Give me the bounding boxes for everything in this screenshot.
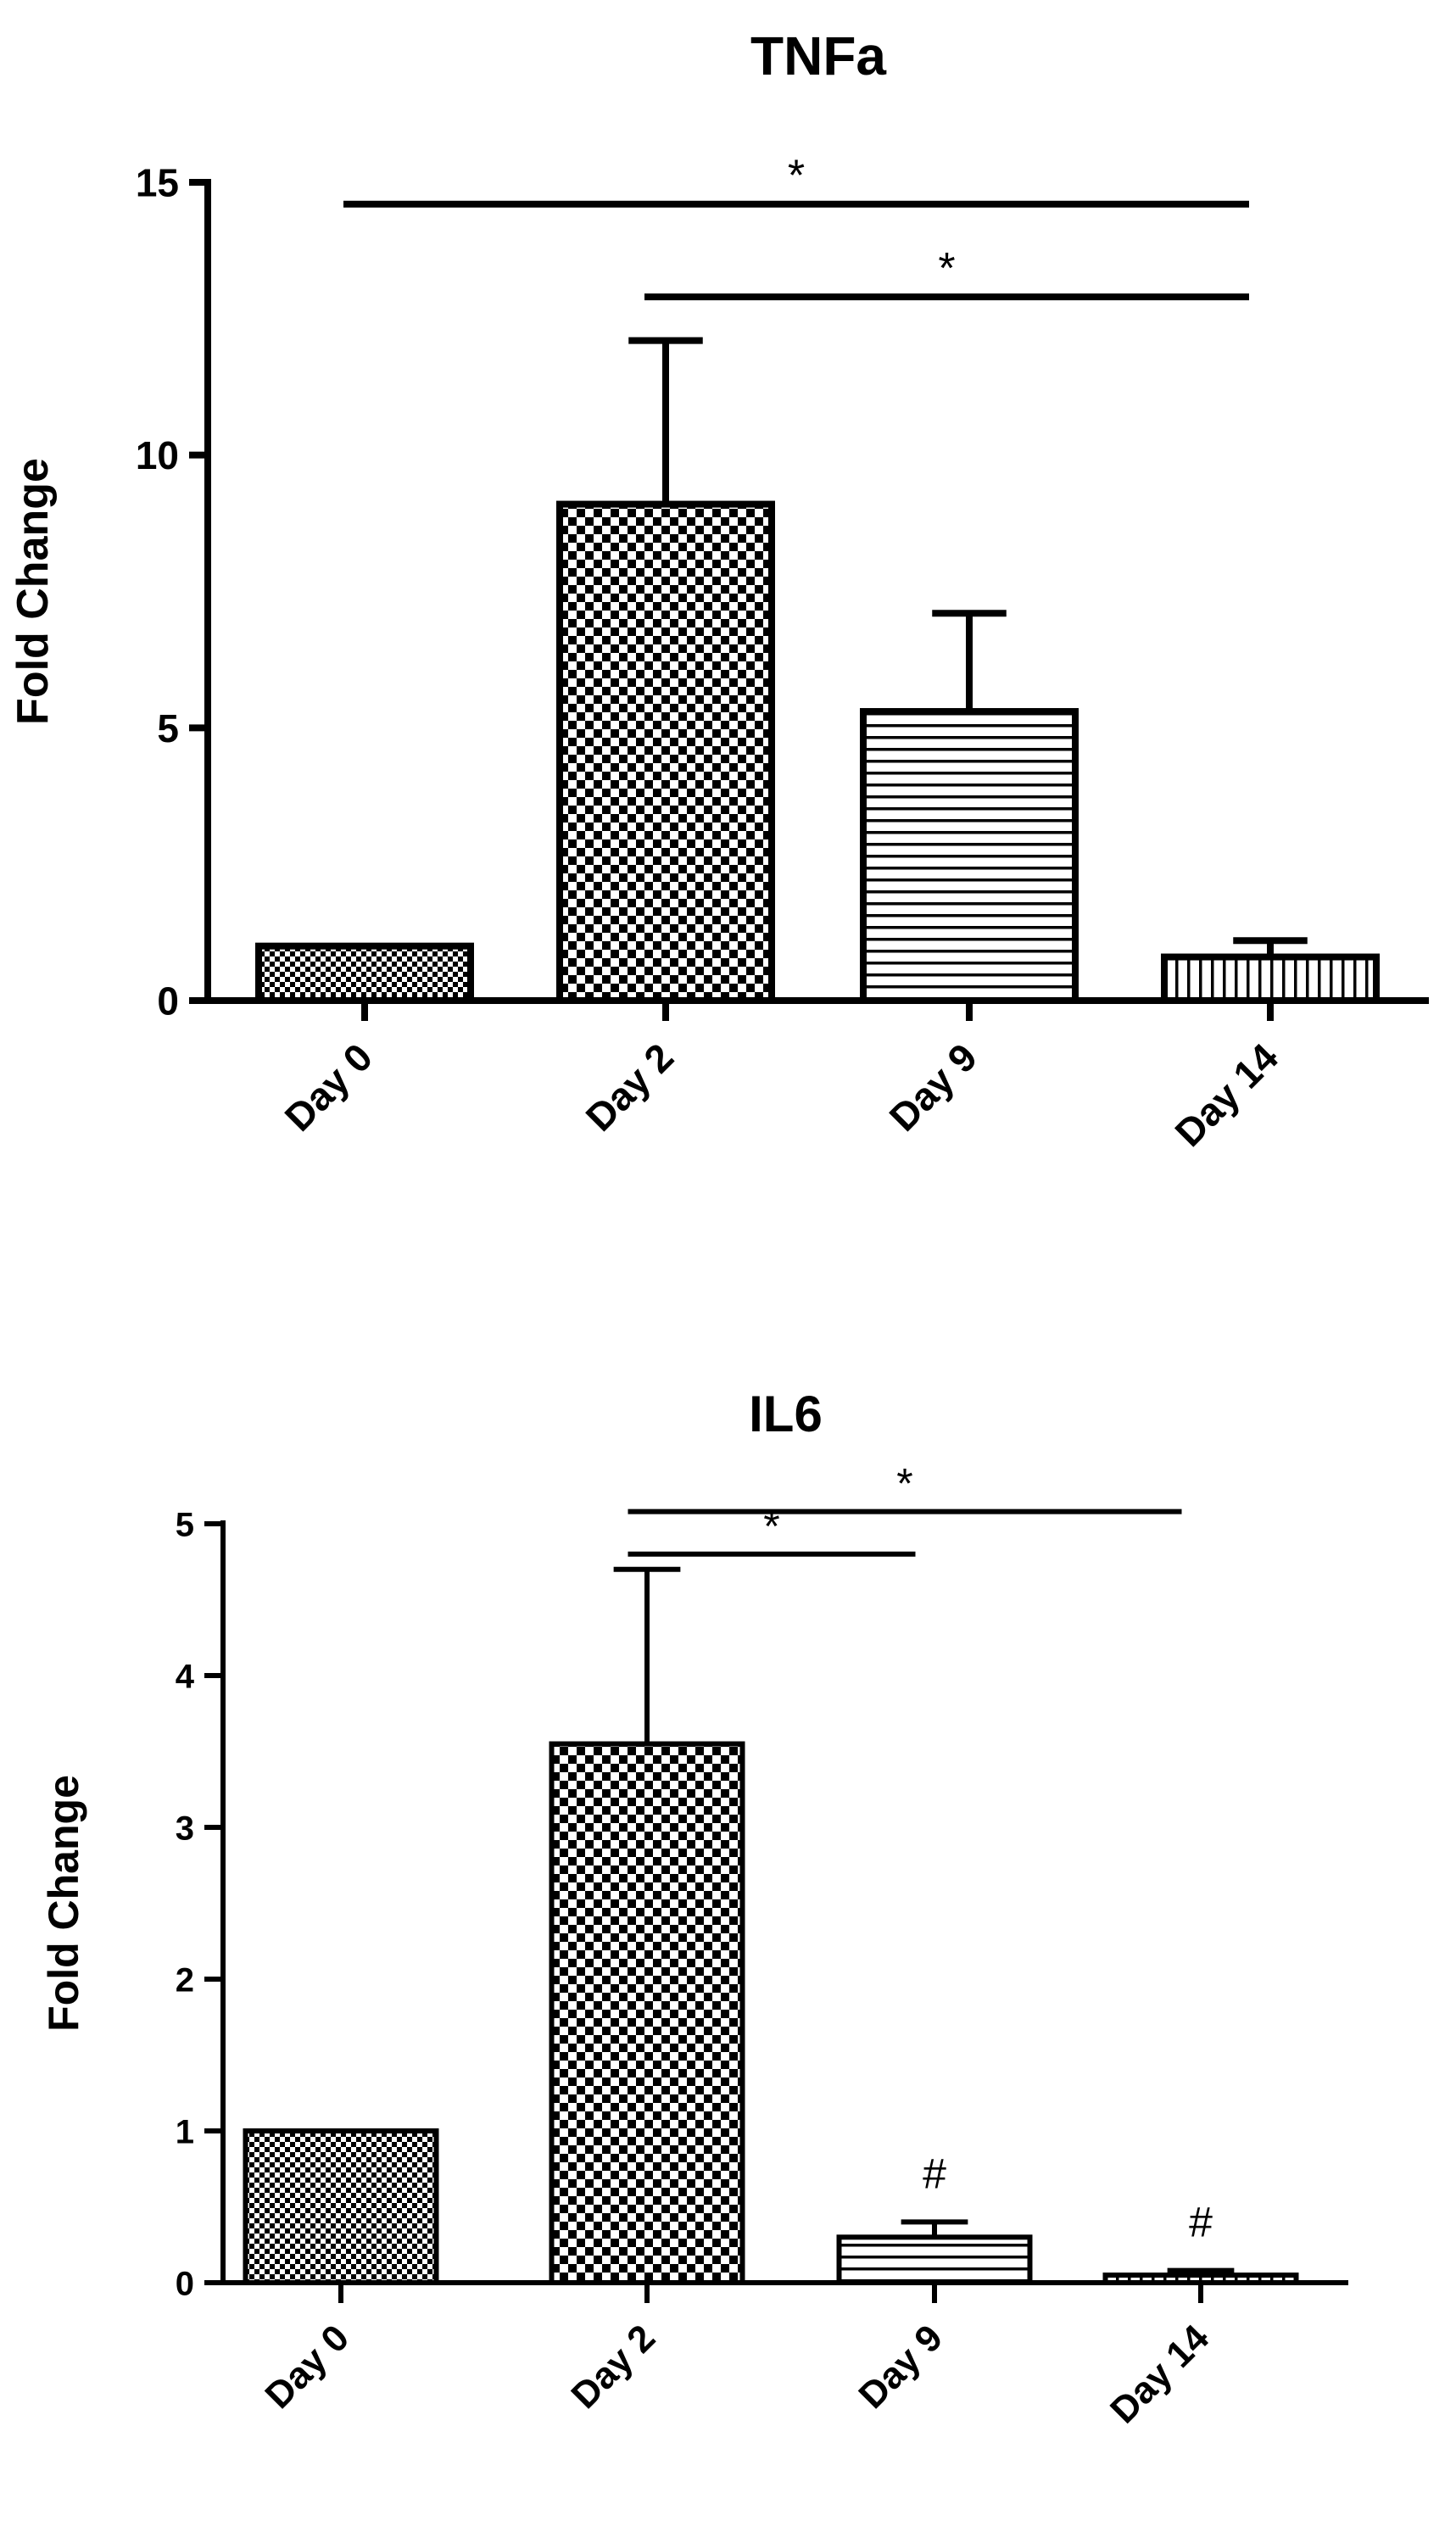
chart1-x-tick-label-1: Day 0 — [276, 1035, 382, 1140]
chart2-y-tick-label-5: 4 — [176, 1658, 195, 1695]
chart1-x-tick-label-4: Day 14 — [1166, 1035, 1286, 1155]
chart1-x-tick-label-3: Day 9 — [881, 1035, 986, 1140]
chart2-bar-annotation-4: # — [1189, 2199, 1213, 2246]
chart2-bar-3 — [836, 2234, 1033, 2286]
chart1-bar-4 — [1161, 953, 1380, 1004]
chart2-bar-annotation-3: # — [923, 2150, 946, 2197]
chart2-x-tick-label-2: Day 2 — [563, 2317, 663, 2417]
chart2-bar-1 — [243, 2128, 439, 2285]
chart2-bar-2 — [549, 1741, 745, 2286]
chart1-y-tick-label-1: 0 — [157, 979, 179, 1023]
chart1-bar-3 — [860, 708, 1079, 1004]
chart2-significance-label-1: * — [763, 1503, 779, 1550]
chart2-y-tick-label-3: 2 — [176, 1961, 194, 1999]
chart2-y-tick-label-1: 0 — [176, 2265, 194, 2302]
chart1-title: TNFa — [750, 25, 886, 86]
chart2-significance-label-2: * — [896, 1460, 912, 1508]
chart1-y-tick-label-2: 5 — [157, 706, 179, 750]
chart2-y-tick-label-6: 5 — [176, 1506, 194, 1543]
chart2-x-tick-label-4: Day 14 — [1102, 2317, 1217, 2431]
chart2-title: IL6 — [749, 1386, 823, 1442]
chart1-bar-2 — [556, 500, 775, 1004]
chart1-y-axis-label: Fold Change — [8, 458, 58, 725]
chart2-y-tick-label-2: 1 — [176, 2113, 194, 2150]
chart1-x-tick-label-2: Day 2 — [577, 1035, 683, 1140]
chart2-y-axis-label: Fold Change — [40, 1775, 87, 2032]
chart1-significance-label-2: * — [938, 244, 955, 293]
chart2-y-tick-label-4: 3 — [176, 1810, 194, 1847]
chart2-x-tick-label-3: Day 9 — [851, 2317, 951, 2417]
chart1-bar-1 — [255, 942, 474, 1004]
chart1-y-tick-label-3: 10 — [136, 433, 179, 477]
chart1-significance-label-1: * — [788, 152, 805, 201]
chart1-y-tick-label-4: 15 — [136, 161, 179, 205]
chart2-x-tick-label-1: Day 0 — [257, 2317, 357, 2417]
